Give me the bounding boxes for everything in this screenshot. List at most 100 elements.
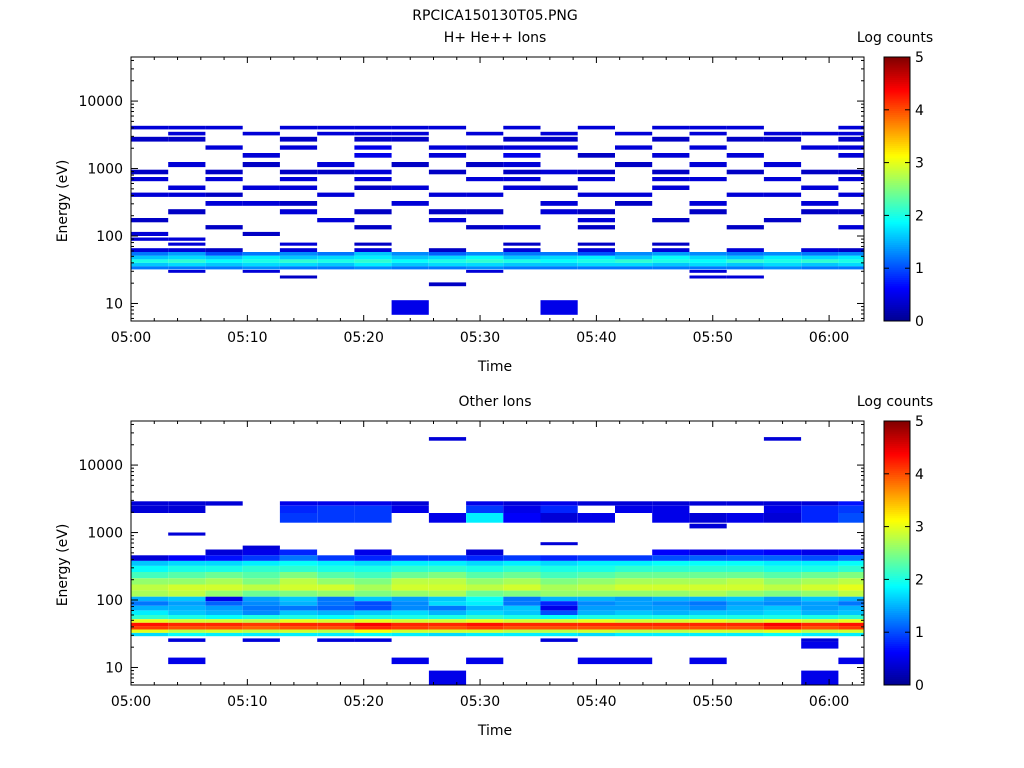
- heatmap-cell: [838, 501, 864, 506]
- heatmap-cell: [466, 513, 504, 523]
- colorbar-segment: [884, 639, 910, 642]
- heatmap-cell: [391, 565, 429, 572]
- heatmap-cell: [391, 162, 429, 168]
- colorbar-segment: [884, 552, 910, 556]
- heatmap-cell: [726, 252, 764, 256]
- heatmap-cell: [168, 619, 206, 623]
- heatmap-cell: [726, 572, 764, 579]
- heatmap-cell: [279, 632, 318, 637]
- heatmap-cell: [689, 162, 727, 168]
- colorbar: 0 1 2 3 4 5: [883, 414, 924, 694]
- heatmap-cell: [354, 560, 392, 566]
- heatmap-cell: [689, 131, 727, 136]
- heatmap-cell: [726, 615, 764, 620]
- heatmap-cell: [689, 578, 727, 585]
- heatmap-cell: [540, 596, 578, 602]
- colorbar-segment: [884, 240, 910, 243]
- colorbar-segment: [884, 60, 910, 64]
- heatmap-cell: [279, 590, 318, 597]
- colorbar-segment: [884, 433, 910, 436]
- colorbar-segment: [884, 147, 910, 151]
- heatmap-cell: [763, 610, 802, 615]
- heatmap-cell: [242, 572, 280, 579]
- heatmap-cell: [577, 169, 615, 175]
- heatmap-cell: [726, 626, 764, 630]
- colorbar-segment: [884, 157, 910, 161]
- heatmap-cell: [615, 259, 653, 263]
- colorbar-segment: [884, 534, 910, 537]
- heatmap-cell: [279, 259, 318, 263]
- colorbar-segment: [884, 447, 910, 451]
- colorbar-segment: [884, 587, 910, 591]
- colorbar-segment: [884, 176, 910, 179]
- heatmap-cell: [615, 610, 653, 615]
- heatmap-cell: [503, 259, 541, 263]
- colorbar-segment: [884, 128, 910, 132]
- x-tick-label: 05:10: [227, 330, 267, 346]
- heatmap-cell: [801, 501, 839, 506]
- colorbar-segment: [884, 591, 910, 595]
- heatmap-cell: [689, 145, 727, 150]
- heatmap-cell: [838, 555, 864, 561]
- colorbar-segment: [884, 550, 910, 554]
- heatmap-cell: [689, 565, 727, 572]
- heatmap-cell: [131, 584, 169, 591]
- colorbar-segment: [884, 85, 910, 89]
- colorbar-segment: [884, 151, 910, 155]
- colorbar-segment: [884, 229, 910, 233]
- heatmap-cell: [168, 601, 206, 606]
- heatmap-cell: [652, 136, 690, 142]
- heatmap-cell: [168, 632, 206, 637]
- colorbar-segment: [884, 285, 910, 289]
- heatmap-cell: [242, 255, 280, 260]
- heatmap-cell: [726, 262, 764, 267]
- heatmap-cell: [801, 248, 839, 252]
- heatmap-cell: [317, 638, 355, 642]
- heatmap-cell: [652, 626, 690, 630]
- heatmap-cell: [466, 255, 504, 260]
- colorbar-segment: [884, 544, 910, 548]
- colorbar-segment: [884, 565, 910, 568]
- heatmap-cell: [242, 185, 280, 190]
- heatmap-cell: [242, 162, 280, 168]
- heatmap-cell: [763, 266, 802, 270]
- heatmap-cell: [205, 252, 243, 256]
- heatmap-cell: [279, 185, 318, 190]
- heatmap-cell: [466, 259, 504, 263]
- heatmap-cell: [577, 252, 615, 256]
- heatmap-cell: [503, 162, 541, 168]
- x-tick-label: 05:00: [111, 694, 151, 710]
- colorbar-segment: [884, 190, 910, 194]
- heatmap-cell: [503, 136, 541, 142]
- heatmap-cell: [242, 269, 280, 273]
- colorbar-segment: [884, 186, 910, 190]
- heatmap-cell: [391, 252, 429, 256]
- heatmap-cell: [242, 610, 280, 615]
- colorbar-segment: [884, 635, 910, 638]
- heatmap-cell: [205, 596, 243, 602]
- heatmap-cell: [242, 622, 280, 627]
- heatmap-cell: [317, 513, 355, 523]
- x-axis: 05:00 05:10 05:20 05:30 05:40 05:50 06:00: [111, 421, 853, 710]
- heatmap-cell: [652, 266, 690, 270]
- colorbar-segment: [884, 488, 910, 492]
- colorbar-segment: [884, 542, 910, 546]
- colorbar-segment: [884, 118, 910, 122]
- heatmap-cell: [428, 632, 467, 637]
- heatmap-cell: [131, 169, 169, 175]
- heatmap-cell: [354, 262, 392, 267]
- heatmap-cell: [279, 136, 318, 142]
- colorbar-segment: [884, 124, 910, 128]
- heatmap-cell: [205, 177, 243, 182]
- heatmap-cell: [466, 225, 504, 230]
- heatmap-cell: [615, 262, 653, 267]
- heatmap-cell: [279, 242, 318, 246]
- colorbar-segment: [884, 664, 910, 667]
- colorbar-segment: [884, 554, 910, 558]
- colorbar-segment: [884, 583, 910, 587]
- heatmap-cell: [726, 584, 764, 591]
- colorbar-segment: [884, 116, 910, 120]
- colorbar-segment: [884, 316, 910, 320]
- colorbar-segment: [884, 236, 910, 239]
